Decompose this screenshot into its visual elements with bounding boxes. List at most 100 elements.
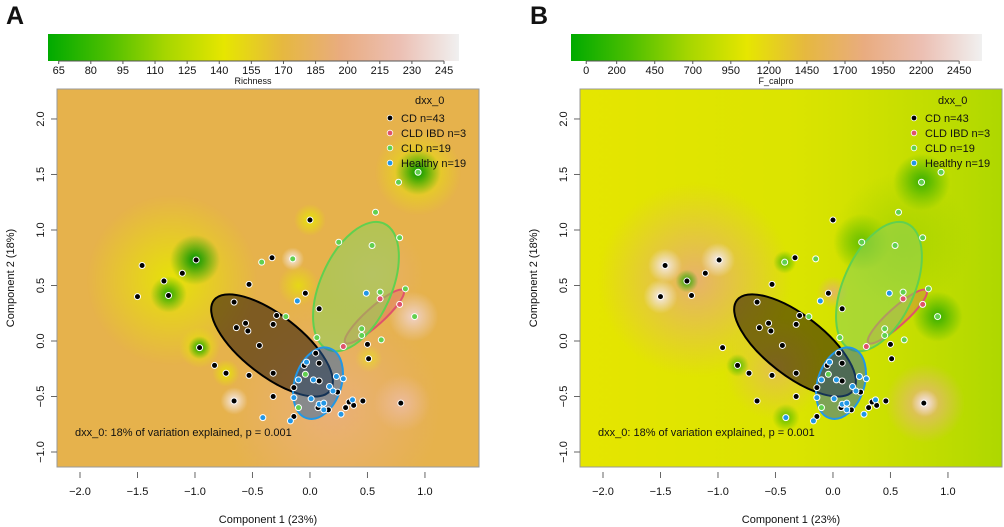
data-point (230, 397, 238, 405)
y-tick-label: 1.0 (558, 222, 570, 237)
data-point (268, 254, 276, 262)
data-point (376, 295, 384, 303)
y-tick-label: 1.5 (558, 167, 570, 182)
data-point (395, 178, 403, 186)
legend-marker (910, 114, 918, 122)
x-tick-label: 1.0 (940, 486, 955, 498)
data-point (792, 320, 800, 328)
data-point (358, 325, 366, 333)
colorbar-b-label: F_calpro (758, 76, 793, 86)
data-point (309, 376, 317, 384)
data-point (294, 376, 302, 384)
x-axis-label-b: Component 1 (23%) (742, 514, 840, 526)
ellipse-cld (835, 220, 923, 353)
data-point (301, 289, 309, 297)
data-point (339, 375, 347, 383)
legend-title-b: dxx_0 (938, 95, 967, 107)
y-tick-label: 2.0 (558, 111, 570, 126)
data-point (377, 336, 385, 344)
data-point (852, 387, 860, 395)
colorbar-tick-label: 95 (117, 65, 129, 77)
colorbar-tick-label: 700 (684, 65, 702, 77)
data-point (315, 305, 323, 313)
data-point (824, 370, 832, 378)
data-point (315, 359, 323, 367)
data-point (899, 288, 907, 296)
x-tick-label: −1.5 (127, 486, 149, 498)
data-point (269, 369, 277, 377)
colorbar-tick-label: 1700 (833, 65, 857, 77)
y-tick-label: −1.0 (558, 441, 570, 463)
data-point (838, 377, 846, 385)
data-point (826, 358, 834, 366)
x-tick-label: 1.0 (417, 486, 432, 498)
data-point (816, 297, 824, 305)
data-point (332, 373, 340, 381)
data-point (920, 399, 928, 407)
data-point (339, 343, 347, 351)
plot-frame (579, 88, 1003, 468)
x-tick-label: −1.0 (707, 486, 729, 498)
annotation-b: dxx_0: 18% of variation explained, p = 0… (598, 427, 815, 439)
y-axis-label-b: Component 2 (18%) (528, 229, 540, 327)
colorbar-tick-label: 80 (85, 65, 97, 77)
data-point (918, 178, 926, 186)
data-point (411, 313, 419, 321)
legend-a: CD n=43 CLD IBD n=3 CLD n=19 Healthy n=1… (401, 113, 466, 170)
data-point (765, 319, 773, 327)
legend-b: CD n=43 CLD IBD n=3 CLD n=19 Healthy n=1… (925, 113, 990, 170)
richness-colorbar (48, 34, 459, 61)
data-point (286, 417, 294, 425)
data-point (245, 371, 253, 379)
data-point (313, 334, 321, 342)
richness-heatmap-background (57, 89, 479, 467)
legend-title-a: dxx_0 (415, 95, 444, 107)
data-point (838, 305, 846, 313)
data-point (753, 298, 761, 306)
data-point (294, 404, 302, 412)
data-point (138, 262, 146, 270)
data-point (133, 293, 141, 301)
data-point (791, 254, 799, 262)
data-point (900, 336, 908, 344)
data-point (363, 340, 371, 348)
data-point (805, 313, 813, 321)
data-point (396, 300, 404, 308)
data-point (178, 269, 186, 277)
data-point (368, 242, 376, 250)
legend-entry-cld: CLD n=19 (401, 143, 451, 155)
data-point (293, 297, 301, 305)
data-point (335, 238, 343, 246)
data-point (832, 376, 840, 384)
colorbar-tick-label: 125 (178, 65, 196, 77)
colorbar-tick-label: 1450 (795, 65, 819, 77)
colorbar-tick-label: 170 (274, 65, 292, 77)
legend-entry-cld: CLD n=19 (925, 143, 975, 155)
data-point (809, 417, 817, 425)
data-point (838, 359, 846, 367)
colorbar-tick-label: 0 (583, 65, 589, 77)
data-point (258, 258, 266, 266)
data-point (337, 410, 345, 418)
data-point (881, 331, 889, 339)
colorbar-tick-label: 450 (646, 65, 664, 77)
data-point (796, 311, 804, 319)
data-point (255, 341, 263, 349)
data-point (895, 208, 903, 216)
data-point (830, 395, 838, 403)
x-tick-label: 0.5 (883, 486, 898, 498)
data-point (376, 288, 384, 296)
data-point (211, 361, 219, 369)
data-point (245, 280, 253, 288)
data-point (753, 397, 761, 405)
data-point (701, 269, 709, 277)
x-tick-label: 0.0 (302, 486, 317, 498)
x-tick-label: −1.0 (184, 486, 206, 498)
colorbar-tick-label: 1950 (871, 65, 895, 77)
legend-entry-cd: CD n=43 (925, 113, 969, 125)
colorbar-tick-label: 185 (306, 65, 324, 77)
y-tick-label: 0.5 (35, 278, 47, 293)
data-point (683, 277, 691, 285)
data-point (924, 285, 932, 293)
data-point (768, 280, 776, 288)
